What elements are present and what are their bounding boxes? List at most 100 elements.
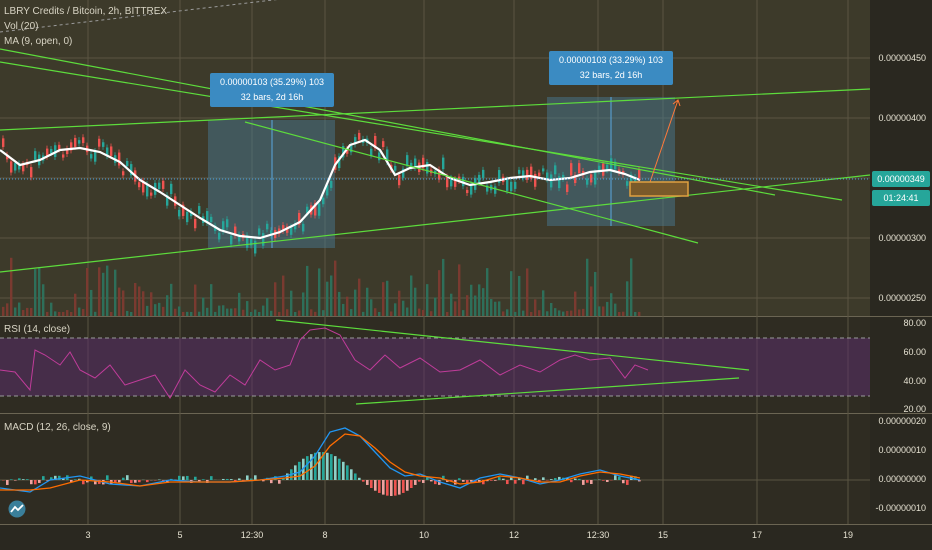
macd-hist-bar (482, 480, 485, 485)
macd-hist-bar (318, 452, 321, 480)
macd-hist-bar (134, 480, 137, 483)
candle-body (514, 181, 517, 189)
candle-body (518, 169, 521, 174)
candle-body (138, 182, 141, 188)
measure-left-change: 0.00000103 (35.29%) 103 (219, 77, 325, 87)
volume-bar (598, 306, 601, 316)
volume-bar (314, 311, 317, 316)
measure-label-right[interactable]: 0.00000103 (33.29%) 103 32 bars, 2d 16h (549, 51, 673, 85)
macd-hist-bar (514, 480, 517, 484)
macd-hist-bar (238, 478, 241, 480)
macd-legend[interactable]: MACD (12, 26, close, 9) (4, 422, 111, 433)
volume-bar (198, 311, 201, 316)
macd-hist-bar (38, 480, 41, 483)
macd-hist-bar (490, 480, 493, 481)
volume-bar (230, 308, 233, 316)
volume-bar (2, 306, 5, 316)
volume-legend[interactable]: Vol (20) (4, 21, 39, 32)
volume-bar (162, 306, 165, 316)
candle-body (78, 140, 81, 144)
volume-bar (226, 308, 229, 316)
macd-hist-bar (382, 480, 385, 495)
volume-bar (342, 303, 345, 316)
macd-hist-bar (486, 480, 489, 482)
macd-hist-bar (262, 480, 265, 482)
tradingview-logo-icon[interactable] (8, 500, 26, 518)
macd-hist-bar (14, 480, 17, 481)
time-tick: 12:30 (240, 530, 264, 540)
candle-body (146, 184, 149, 197)
macd-pane[interactable] (0, 414, 870, 524)
volume-bar (478, 284, 481, 316)
macd-hist-bar (566, 477, 569, 480)
volume-bar (454, 301, 457, 316)
volume-bar (334, 260, 337, 316)
measure-label-left[interactable]: 0.00000103 (35.29%) 103 32 bars, 2d 16h (210, 73, 334, 107)
time-axis[interactable] (0, 524, 932, 550)
candle-body (70, 142, 73, 151)
candle-body (578, 163, 581, 174)
volume-bar (502, 311, 505, 316)
volume-bar (298, 310, 301, 316)
macd-hist-bar (522, 480, 525, 485)
volume-bar (486, 268, 489, 316)
volume-bar (190, 311, 193, 316)
macd-hist-bar (54, 475, 57, 480)
candle-body (90, 154, 93, 159)
price-chart-pane[interactable] (0, 0, 870, 316)
volume-bar (326, 281, 329, 316)
volume-bar (182, 311, 185, 316)
candle-body (6, 154, 9, 160)
pane-separator[interactable] (0, 316, 932, 317)
macd-hist-bar (10, 479, 13, 480)
candle-body (178, 209, 181, 217)
volume-bar (526, 268, 529, 316)
volume-bar (450, 293, 453, 316)
price-axis[interactable] (870, 0, 932, 316)
macd-hist-bar (366, 480, 369, 485)
volume-bar (250, 311, 253, 316)
candle-body (322, 197, 325, 205)
macd-hist-bar (178, 475, 181, 480)
time-tick: 10 (418, 530, 430, 540)
volume-bar (38, 267, 41, 316)
volume-bar (262, 305, 265, 316)
volume-bar (46, 311, 49, 316)
volume-bar (518, 275, 521, 316)
volume-bar (70, 311, 73, 316)
candle-body (442, 157, 445, 170)
volume-bar (282, 275, 285, 316)
volume-bar (6, 303, 9, 316)
macd-hist-bar (362, 480, 365, 482)
candle-body (466, 189, 469, 194)
candle-body (534, 173, 537, 187)
volume-bar (358, 278, 361, 316)
candle-body (226, 219, 229, 228)
volume-bar (506, 309, 509, 316)
pane-separator[interactable] (0, 413, 932, 414)
candle-body (590, 174, 593, 183)
volume-bar (134, 283, 137, 316)
candle-body (406, 155, 409, 166)
candle-body (62, 154, 65, 158)
ma-legend[interactable]: MA (9, open, 0) (4, 36, 73, 47)
candle-body (82, 137, 85, 144)
rsi-axis[interactable] (870, 317, 932, 413)
rsi-legend[interactable]: RSI (14, close) (4, 324, 71, 335)
volume-bar (346, 296, 349, 316)
volume-bar (98, 267, 101, 316)
symbol-title[interactable]: LBRY Credits / Bitcoin, 2h, BITTREX (4, 6, 168, 17)
rsi-tick: 80.00 (903, 318, 926, 328)
macd-axis[interactable] (870, 414, 932, 524)
volume-bar (106, 265, 109, 316)
volume-bar (102, 272, 105, 316)
candle-body (206, 211, 209, 223)
macd-hist-bar (450, 480, 453, 481)
candle-body (398, 174, 401, 186)
volume-bar (94, 311, 97, 316)
volume-bar (234, 308, 237, 316)
macd-hist-bar (210, 476, 213, 480)
candle-body (494, 186, 497, 194)
candle-body (306, 206, 309, 214)
volume-bar (322, 310, 325, 316)
